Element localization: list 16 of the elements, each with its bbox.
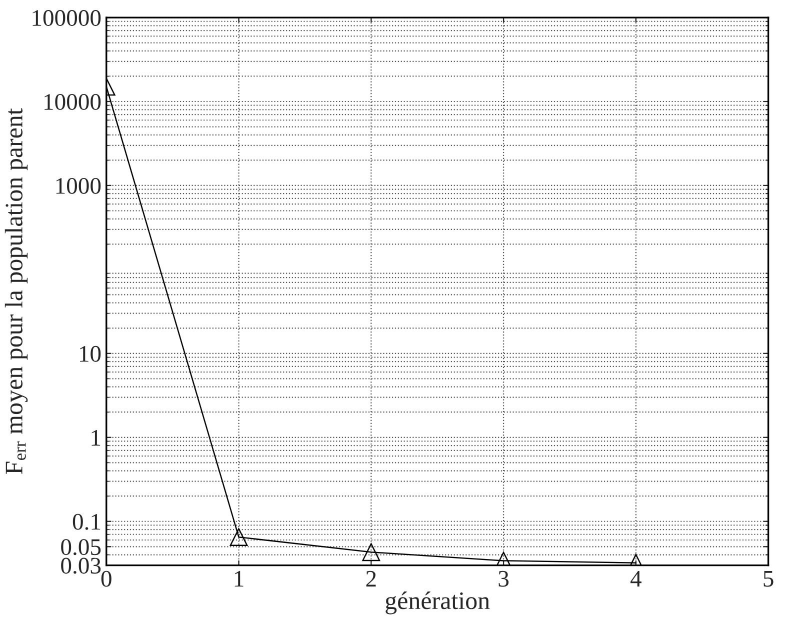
y-axis-title: F$_{err}$ moyen pour la population parent (4, 108, 28, 474)
y-tick-label: 0.03 (61, 558, 101, 574)
x-tick-label: 1 (234, 570, 244, 587)
y-tick-label: 1 (92, 430, 100, 446)
y-tick-label: 100000 (32, 10, 101, 26)
x-tick-label: 2 (366, 570, 376, 587)
y-tick-label: 1000 (56, 178, 101, 194)
y-tick-label: 10 (80, 346, 101, 362)
x-tick-label: 0 (101, 570, 112, 587)
y-tick-label: 0.1 (72, 514, 100, 530)
x-axis-title: génération (386, 592, 490, 614)
x-tick-label: 5 (764, 571, 774, 587)
x-tick-label: 3 (498, 570, 509, 587)
y-tick-label: 10000 (44, 94, 101, 110)
y-tick-label: 0.05 (61, 539, 101, 556)
x-tick-label: 4 (630, 570, 642, 587)
